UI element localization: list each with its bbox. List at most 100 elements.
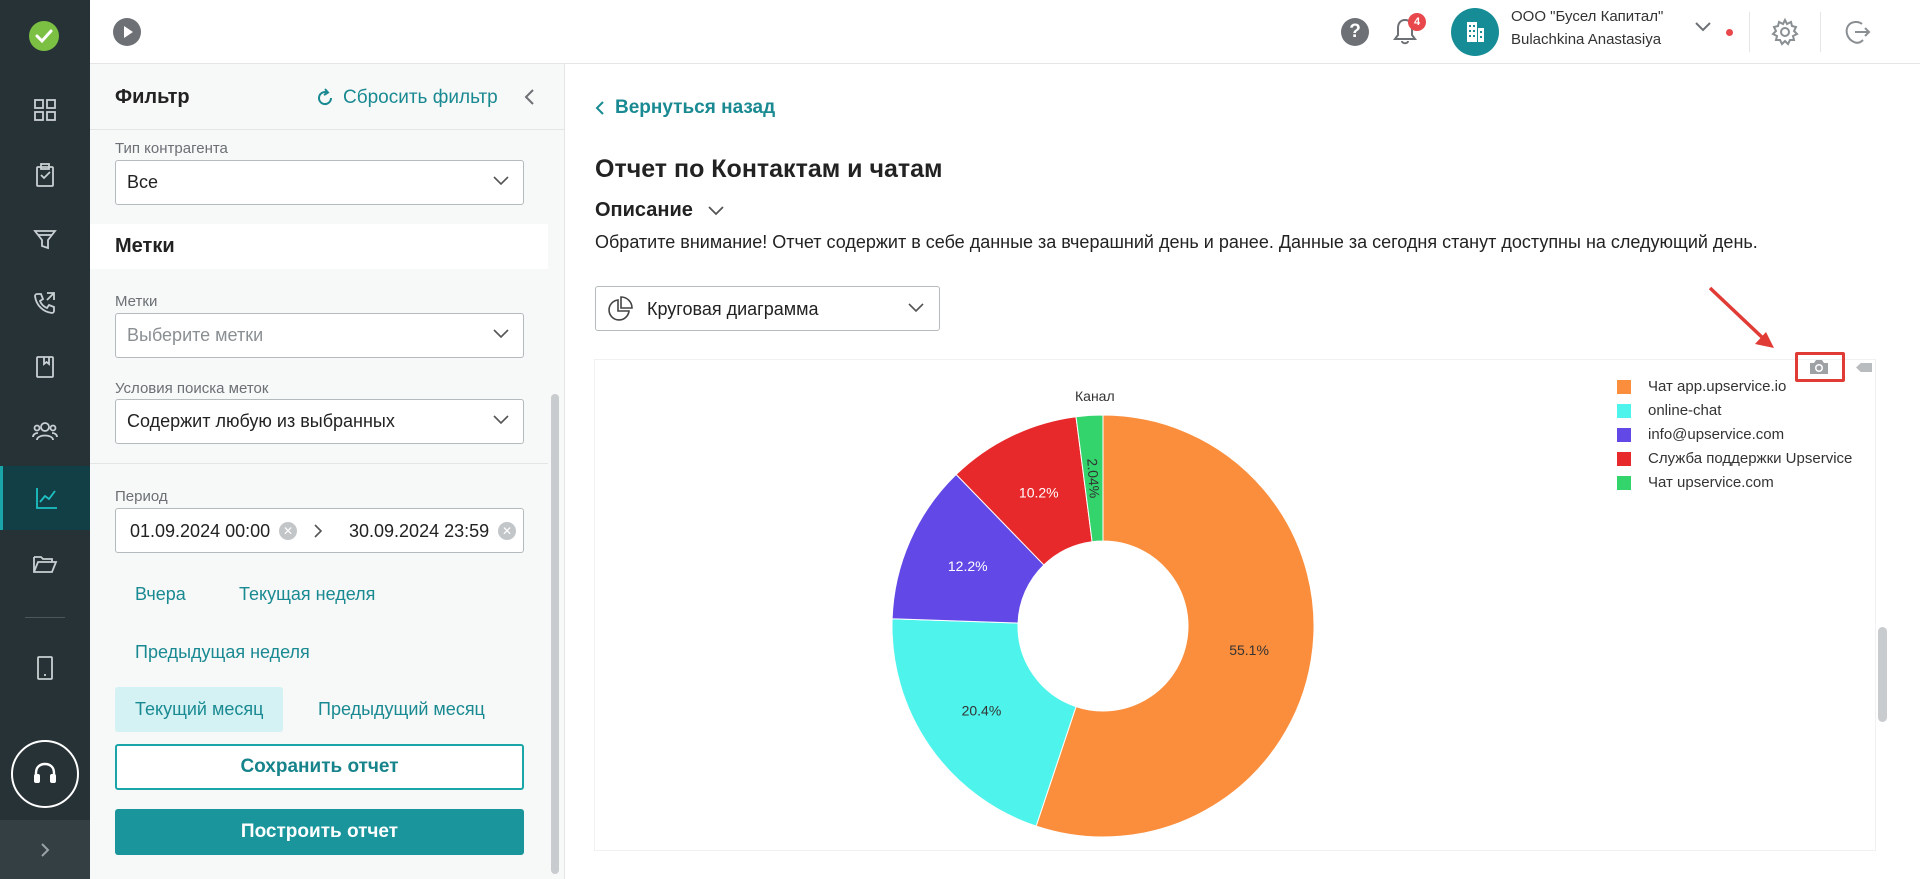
pie-slice[interactable] — [1075, 414, 1104, 543]
topbar-divider — [1820, 12, 1821, 52]
tag-condition-select[interactable]: Содержит любую из выбранных — [115, 399, 524, 444]
legend-label: info@upservice.com — [1648, 426, 1785, 443]
logo-icon[interactable] — [29, 21, 59, 51]
tag-condition-value: Содержит любую из выбранных — [127, 411, 395, 431]
filter-divider — [90, 463, 548, 464]
tags-placeholder: Выберите метки — [127, 325, 264, 345]
slice-data-label: 12.2% — [948, 558, 988, 574]
page-title: Отчет по Контактам и чатам — [595, 155, 943, 183]
chevron-down-icon — [493, 415, 509, 425]
user-name[interactable]: Bulachkina Anastasiya — [1511, 31, 1662, 48]
legend-label: Чат app.upservice.io — [1648, 378, 1787, 395]
clear-from-icon[interactable]: ✕ — [279, 522, 297, 540]
top-bar: ? 4 ООО "Бусел Капитал" Bulachkina Anast… — [90, 0, 1920, 64]
legend-item[interactable]: info@upservice.com — [1617, 426, 1784, 443]
tags-select[interactable]: Выберите метки — [115, 313, 524, 358]
tag-condition-label: Условия поиска меток — [115, 380, 269, 397]
legend-swatch — [1617, 427, 1631, 442]
support-headset-icon[interactable] — [11, 740, 79, 808]
clipboard-icon[interactable] — [0, 143, 90, 207]
refresh-icon — [318, 88, 333, 106]
chevron-right-icon — [314, 524, 323, 538]
chart-type-select[interactable]: Круговая диаграмма — [595, 286, 940, 331]
pie-slice[interactable] — [891, 473, 1045, 624]
legend-item[interactable]: Чат app.upservice.io — [1617, 378, 1786, 395]
legend-swatch — [1617, 475, 1631, 490]
tag-icon[interactable] — [1856, 363, 1872, 372]
description-toggle[interactable]: Описание — [595, 199, 725, 222]
collapse-panel-icon[interactable] — [523, 88, 535, 111]
legend-label: Служба поддержки Upservice — [1648, 450, 1853, 467]
filter-header: Фильтр Сбросить фильтр — [90, 64, 565, 130]
quick-previous-month-button[interactable]: Предыдущий месяц — [318, 699, 485, 719]
reset-filter-label: Сбросить фильтр — [343, 87, 498, 108]
filter-panel: Фильтр Сбросить фильтр Тип контрагента В… — [90, 64, 565, 879]
period-label: Период — [115, 488, 168, 505]
main-content: Вернуться назад Отчет по Контактам и чат… — [565, 64, 1920, 879]
quick-current-week-button[interactable]: Текущая неделя — [239, 584, 376, 604]
quick-current-month-button[interactable]: Текущий месяц — [115, 687, 284, 732]
reset-filter-button[interactable]: Сбросить фильтр — [315, 87, 498, 109]
build-report-button[interactable]: Построить отчет — [115, 809, 524, 855]
organization-name[interactable]: ООО "Бусел Капитал" — [1511, 8, 1664, 25]
main-scrollbar[interactable] — [1878, 627, 1887, 722]
funnel-icon[interactable] — [0, 207, 90, 271]
notifications-badge: 4 — [1408, 13, 1426, 31]
book-icon[interactable] — [0, 335, 90, 399]
organization-avatar[interactable] — [1451, 8, 1499, 56]
users-icon[interactable] — [0, 399, 90, 463]
logout-icon[interactable] — [1842, 17, 1872, 52]
back-label: Вернуться назад — [615, 97, 776, 118]
chevron-down-icon[interactable] — [1694, 20, 1712, 38]
chevron-down-icon — [908, 303, 924, 313]
tablet-icon[interactable] — [0, 636, 90, 700]
slice-data-label: 10.2% — [1019, 485, 1059, 501]
annotation-arrow-icon — [1708, 286, 1774, 348]
help-icon[interactable]: ? — [1341, 18, 1369, 46]
play-icon[interactable] — [113, 18, 141, 46]
legend-swatch — [1617, 451, 1631, 466]
gear-icon[interactable] — [1770, 17, 1800, 52]
expand-rail-button[interactable] — [0, 820, 90, 879]
legend-label: Чат upservice.com — [1648, 474, 1774, 491]
legend-item[interactable]: online-chat — [1617, 402, 1721, 419]
chevron-down-icon — [493, 176, 509, 186]
save-report-button[interactable]: Сохранить отчет — [115, 744, 524, 790]
legend-label: online-chat — [1648, 402, 1722, 419]
back-button[interactable]: Вернуться назад — [595, 97, 775, 119]
counterparty-type-select[interactable]: Все — [115, 160, 524, 205]
slice-data-label: 55.1% — [1229, 642, 1269, 658]
chart-area: Канал 55.1% 20.4% 12.2% 10.2% 2.04% Чат app.… — [594, 352, 1876, 851]
legend-item[interactable]: Чат upservice.com — [1617, 474, 1774, 491]
period-range-picker: 01.09.2024 00:00 ✕ 30.09.2024 23:59 ✕ — [115, 508, 524, 553]
tags-label: Метки — [115, 293, 158, 310]
donut-chart: 55.1% 20.4% 12.2% 10.2% 2.04% — [891, 414, 1315, 838]
nav-rail — [0, 0, 90, 879]
pie-slice[interactable] — [1035, 414, 1315, 838]
highlight-box — [1795, 352, 1845, 382]
chevron-down-icon — [493, 329, 509, 339]
filter-scrollbar[interactable] — [551, 394, 559, 874]
period-from-input[interactable]: 01.09.2024 00:00 — [130, 521, 271, 541]
pie-chart-icon — [608, 296, 633, 321]
notifications-bell-icon[interactable]: 4 — [1392, 13, 1426, 48]
folder-icon[interactable] — [0, 532, 90, 596]
rail-divider — [25, 617, 65, 618]
tags-section-title: Метки — [90, 224, 548, 269]
period-to-input[interactable]: 30.09.2024 23:59 — [349, 521, 490, 541]
quick-yesterday-button[interactable]: Вчера — [135, 584, 186, 604]
clear-to-icon[interactable]: ✕ — [498, 522, 516, 540]
phone-icon[interactable] — [0, 271, 90, 335]
filter-title: Фильтр — [115, 86, 190, 108]
chart-icon[interactable] — [0, 466, 90, 530]
legend-item[interactable]: Служба поддержки Upservice — [1617, 450, 1852, 467]
chart-title: Канал — [1075, 388, 1115, 404]
legend-swatch — [1617, 403, 1631, 418]
camera-icon[interactable] — [1808, 358, 1830, 381]
slice-data-label: 20.4% — [962, 702, 1002, 718]
slice-data-label: 2.04% — [1084, 458, 1103, 499]
pie-slice[interactable] — [891, 618, 1077, 827]
notice-text: Обратите внимание! Отчет содержит в себе… — [595, 232, 1758, 252]
grid-icon[interactable] — [0, 78, 90, 142]
quick-previous-week-button[interactable]: Предыдущая неделя — [135, 642, 310, 662]
